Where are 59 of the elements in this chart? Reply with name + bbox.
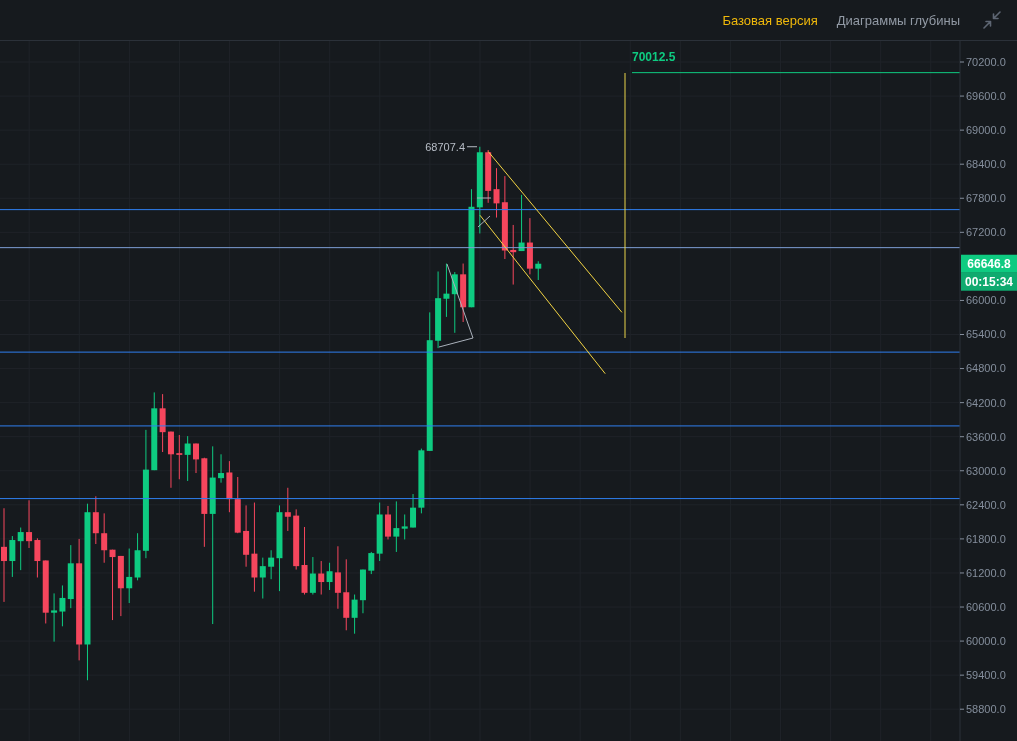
y-tick-label: 61200.0 xyxy=(966,566,1006,579)
candlestick xyxy=(535,260,542,281)
y-tick-label: 69000.0 xyxy=(966,124,1006,137)
ref-line-label: 70012.5 xyxy=(632,49,676,64)
candlestick xyxy=(26,499,33,549)
candlestick xyxy=(284,487,291,532)
y-tick-label: 58800.0 xyxy=(966,703,1006,716)
candlestick xyxy=(167,431,174,489)
candlestick xyxy=(393,500,400,553)
candlestick xyxy=(17,527,24,571)
annotation: 68707.4 xyxy=(425,140,465,153)
candlestick xyxy=(268,549,275,580)
y-tick-label: 66000.0 xyxy=(966,294,1006,307)
y-tick-label: 61800.0 xyxy=(966,532,1006,545)
y-tick-label: 62400.0 xyxy=(966,498,1006,511)
candlestick xyxy=(259,557,266,599)
y-tick-label: 68400.0 xyxy=(966,158,1006,171)
y-tick-label: 64200.0 xyxy=(966,396,1006,409)
candlestick xyxy=(251,502,258,593)
y-tick-label: 67800.0 xyxy=(966,192,1006,205)
candlestick xyxy=(34,537,41,578)
y-tick-label: 60600.0 xyxy=(966,600,1006,613)
candlestick xyxy=(9,535,16,578)
y-tick-label: 59400.0 xyxy=(966,669,1006,682)
candlestick xyxy=(126,548,133,604)
candlestick xyxy=(334,545,341,610)
candlestick xyxy=(410,493,417,529)
candlestick xyxy=(109,549,116,621)
candlestick xyxy=(385,505,391,540)
candlestick xyxy=(318,560,325,596)
candlestick xyxy=(243,504,250,568)
candlestick xyxy=(59,584,66,627)
y-tick-label: 63000.0 xyxy=(966,464,1006,477)
candlestick xyxy=(193,443,199,474)
y-tick-label: 63600.0 xyxy=(966,430,1006,443)
candlestick xyxy=(184,435,191,482)
y-tick-label: 70200.0 xyxy=(966,55,1006,68)
candlestick xyxy=(218,453,225,484)
y-tick-label: 65400.0 xyxy=(966,328,1006,341)
text: Базовая версия xyxy=(722,12,818,28)
candlestick xyxy=(443,263,450,318)
y-tick-label: 60000.0 xyxy=(966,634,1006,647)
candlestick xyxy=(1,507,7,603)
text: Диаграммы глубины xyxy=(836,12,960,28)
candlestick xyxy=(401,513,408,540)
text: 66646.8 xyxy=(967,256,1012,271)
candlestick xyxy=(326,562,333,591)
candlestick xyxy=(493,167,500,219)
y-tick-label: 64800.0 xyxy=(966,362,1006,375)
candlestick xyxy=(351,594,358,635)
candlestick xyxy=(309,556,316,596)
candlestick xyxy=(51,592,58,643)
candlestick xyxy=(176,434,183,480)
candlestick xyxy=(92,495,99,545)
y-tick-label: 67200.0 xyxy=(966,226,1006,239)
y-tick-label: 69600.0 xyxy=(966,89,1006,102)
candlestick xyxy=(159,393,166,453)
candlestick xyxy=(101,512,108,564)
candlestick xyxy=(368,551,375,575)
